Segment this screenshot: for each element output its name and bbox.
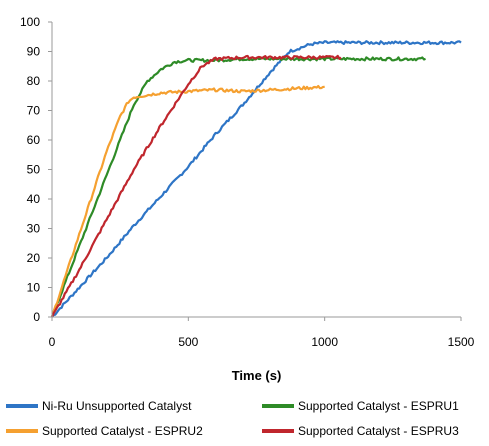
y-tick-label: 50: [27, 163, 41, 177]
legend-label-1: Ni-Ru Unsupported Catalyst: [42, 399, 192, 413]
y-tick-label: 0: [33, 310, 40, 324]
legend: Ni-Ru Unsupported Catalyst Supported Cata…: [6, 399, 459, 438]
y-tick-label: 100: [20, 15, 40, 29]
y-tick-label: 60: [27, 133, 41, 147]
x-tick-label: 1000: [311, 335, 338, 349]
y-tick-label: 10: [27, 281, 41, 295]
y-tick-label: 40: [27, 192, 41, 206]
series-line-3: [50, 84, 325, 318]
series-line-4: [50, 54, 342, 318]
y-tick-label: 70: [27, 104, 41, 118]
plot-area: [50, 40, 462, 318]
y-tick-label: 80: [27, 74, 41, 88]
y-axis-ticks: 0 10 20 30 40 50 60 70 80 90 100: [20, 15, 52, 324]
y-tick-label: 30: [27, 222, 41, 236]
x-tick-label: 1500: [448, 335, 475, 349]
x-tick-label: 0: [49, 335, 56, 349]
axes: [51, 22, 461, 318]
series-line-1: [51, 40, 462, 318]
x-axis-label: Time (s): [232, 368, 282, 383]
legend-label-2: Supported Catalyst - ESPRU1: [298, 399, 459, 413]
legend-label-4: Supported Catalyst - ESPRU3: [298, 424, 459, 438]
y-tick-label: 20: [27, 251, 41, 265]
legend-label-3: Supported Catalyst - ESPRU2: [42, 424, 203, 438]
x-axis-ticks: 0 500 1000 1500: [49, 317, 475, 349]
series-line-2: [50, 56, 426, 318]
x-tick-label: 500: [178, 335, 198, 349]
y-tick-label: 90: [27, 45, 41, 59]
